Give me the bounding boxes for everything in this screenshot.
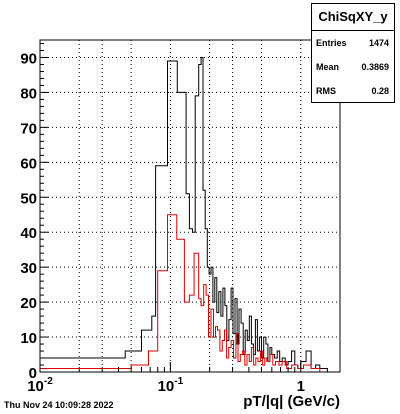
stats-rms-row: RMS 0.28: [312, 79, 394, 103]
y-tick-label: 10: [20, 330, 37, 347]
y-tick-label: 80: [20, 85, 37, 102]
y-tick-label: 60: [20, 155, 37, 172]
y-tick-label: 20: [20, 295, 37, 312]
y-tick-label: 90: [20, 50, 37, 67]
plot-frame: [39, 39, 341, 373]
x-axis-label: pT/|q| (GeV/c): [243, 393, 340, 410]
stats-rms-label: RMS: [316, 86, 336, 96]
stats-title: ChiSqXY_y: [312, 4, 394, 31]
x-tick-label: 10-2: [27, 376, 53, 395]
stats-mean-label: Mean: [316, 62, 340, 72]
stats-mean-row: Mean 0.3869: [312, 55, 394, 79]
stats-box: ChiSqXY_y Entries 1474 Mean 0.3869 RMS 0…: [311, 3, 395, 103]
histogram-series-red: [40, 214, 334, 373]
axis-ticks: 0 10 20 30 40 50 60 70 80 90 10-2 10-1 1: [20, 42, 341, 395]
histogram-line: [40, 57, 334, 373]
x-tick-label: 1: [297, 378, 305, 395]
histogram-series-black: [40, 57, 334, 373]
grid-lines: [40, 40, 340, 372]
stats-entries-row: Entries 1474: [312, 31, 394, 55]
y-tick-label: 30: [20, 260, 37, 277]
y-tick-label: 40: [20, 225, 37, 242]
stats-rms-value: 0.28: [371, 86, 389, 96]
y-tick-label: 70: [20, 120, 37, 137]
histogram-line: [40, 214, 334, 373]
stats-entries-label: Entries: [316, 38, 347, 48]
x-tick-label: 10-1: [158, 376, 184, 395]
stats-entries-value: 1474: [368, 38, 389, 48]
y-tick-label: 0: [29, 365, 37, 382]
footer-timestamp: Thu Nov 24 10:09:28 2022: [4, 400, 114, 410]
y-tick-label: 50: [20, 190, 37, 207]
stats-mean-value: 0.3869: [361, 62, 389, 72]
